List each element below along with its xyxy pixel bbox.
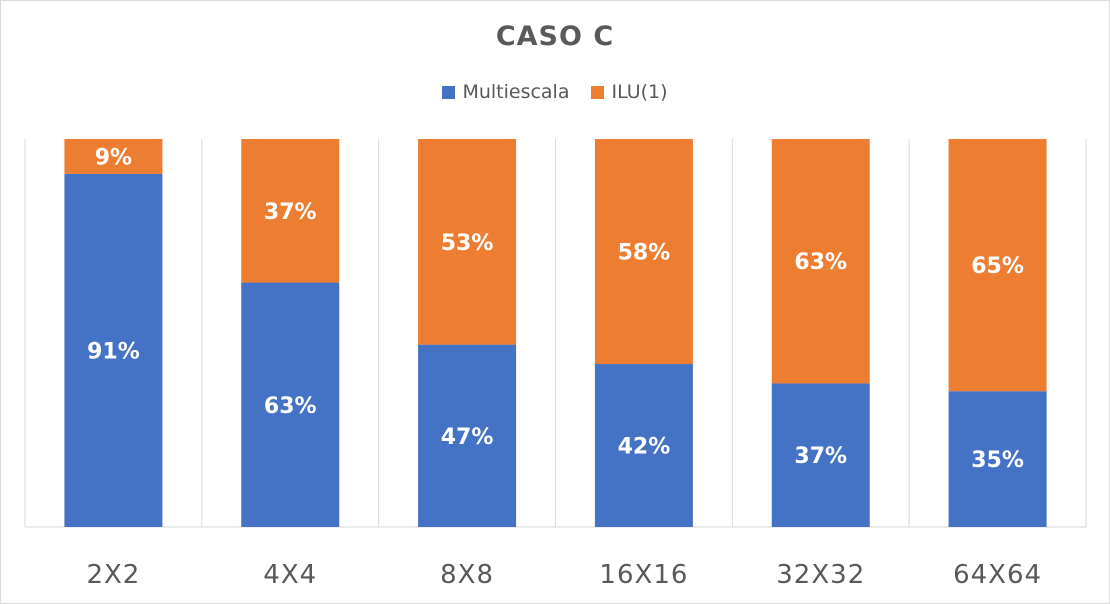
bar-multiescala	[241, 282, 340, 527]
data-label-ilu-1: 58%	[618, 241, 671, 266]
bar-multiescala	[64, 173, 163, 528]
legend-swatch-multiescala	[442, 85, 456, 99]
data-label-multiescala: 42%	[618, 435, 671, 460]
bar-ilu-1	[594, 139, 693, 365]
bar-multiescala	[594, 364, 693, 527]
x-tick-label: 64X64	[953, 560, 1042, 590]
data-label-multiescala: 63%	[264, 394, 317, 419]
data-label-ilu-1: 9%	[95, 145, 132, 170]
bar-multiescala	[771, 383, 870, 527]
bar-ilu-1	[64, 139, 163, 174]
bar-multiescala	[948, 391, 1047, 527]
x-tick-label: 4X4	[263, 560, 317, 590]
x-tick-label: 32X32	[776, 560, 865, 590]
bar-ilu-1	[241, 139, 340, 283]
data-label-multiescala: 37%	[794, 444, 847, 469]
legend-label-multiescala: Multiescala	[462, 81, 570, 103]
data-label-multiescala: 47%	[441, 425, 494, 450]
legend-item-ilu: ILU(1)	[591, 81, 668, 103]
bar-ilu-1	[418, 139, 517, 345]
legend: Multiescala ILU(1)	[1, 81, 1109, 103]
data-label-ilu-1: 53%	[441, 231, 494, 256]
bar-multiescala	[418, 344, 517, 527]
legend-label-ilu: ILU(1)	[611, 81, 668, 103]
data-label-ilu-1: 65%	[971, 254, 1024, 279]
x-tick-label: 2X2	[86, 560, 140, 590]
data-label-multiescala: 91%	[87, 339, 140, 364]
chart-title: CASO C	[495, 21, 615, 52]
legend-item-multiescala: Multiescala	[442, 81, 569, 103]
data-label-ilu-1: 37%	[264, 200, 317, 225]
data-label-ilu-1: 63%	[794, 250, 847, 275]
bar-ilu-1	[948, 139, 1047, 392]
data-label-multiescala: 35%	[971, 448, 1024, 473]
x-tick-label: 16X16	[599, 560, 688, 590]
x-tick-label: 8X8	[440, 560, 494, 590]
bar-ilu-1	[771, 139, 870, 384]
legend-swatch-ilu	[591, 85, 605, 99]
